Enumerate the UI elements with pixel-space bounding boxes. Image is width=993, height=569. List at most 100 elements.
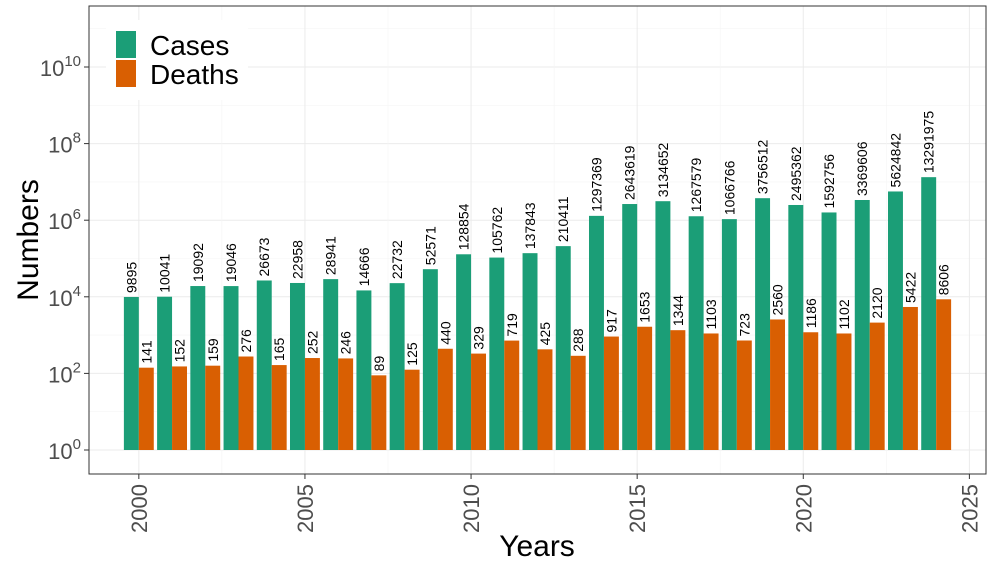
x-tick-label: 2005 (293, 484, 318, 533)
data-label-deaths-2019: 2560 (770, 284, 786, 315)
data-label-deaths-2000: 141 (138, 340, 154, 364)
bar-cases-2012 (522, 253, 538, 450)
x-axis: 2000 2005 2010 2015 2020 2025 (127, 474, 982, 533)
bar-deaths-2004 (271, 365, 287, 450)
data-label-deaths-2024: 8606 (936, 264, 952, 295)
bar-cases-2001 (157, 296, 173, 450)
bar-deaths-2019 (770, 319, 786, 450)
bar-cases-2020 (788, 204, 804, 450)
x-tick-label: 2025 (957, 484, 982, 533)
bar-cases-2007 (356, 290, 372, 450)
bar-cases-2003 (223, 286, 239, 450)
data-label-deaths-2009: 440 (437, 321, 453, 345)
data-label-deaths-2008: 125 (404, 342, 420, 366)
bar-cases-2002 (190, 286, 206, 450)
data-label-deaths-2017: 1103 (703, 299, 719, 329)
bar-deaths-2013 (570, 355, 586, 450)
data-label-cases-2003: 19046 (223, 243, 239, 282)
y-tick-label: 102 (48, 359, 81, 387)
bar-labels: 9895 10041 19092 19046 26673 22958 28941 14666 2… (123, 111, 951, 372)
x-tick-label: 2015 (625, 484, 650, 533)
bar-cases-2000 (123, 296, 139, 450)
data-label-cases-2020: 2495362 (788, 146, 804, 201)
data-label-cases-2000: 9895 (123, 262, 139, 293)
data-label-cases-2006: 28941 (323, 236, 339, 275)
data-label-cases-2001: 10041 (157, 254, 173, 293)
bar-cases-2008 (389, 283, 405, 450)
data-label-cases-2007: 14666 (356, 247, 372, 286)
bar-deaths-2001 (172, 366, 188, 450)
y-tick-label: 104 (48, 283, 81, 311)
data-label-cases-2012: 137843 (522, 202, 538, 249)
bar-cases-2014 (588, 215, 604, 450)
data-label-cases-2013: 210411 (555, 196, 571, 242)
data-label-deaths-2007: 89 (371, 356, 387, 372)
bar-cases-2022 (854, 199, 870, 450)
data-label-cases-2009: 52571 (422, 226, 438, 265)
data-label-deaths-2001: 152 (172, 339, 188, 363)
bar-cases-2024 (921, 177, 937, 451)
bar-deaths-2000 (138, 367, 154, 450)
bar-deaths-2007 (371, 375, 387, 450)
data-label-cases-2014: 1297369 (588, 157, 604, 212)
bar-deaths-2014 (603, 336, 619, 450)
bar-cases-2023 (887, 191, 903, 451)
data-label-deaths-2015: 1653 (637, 291, 653, 322)
bar-deaths-2002 (205, 365, 221, 450)
y-tick-label: 108 (48, 130, 81, 158)
x-axis-title: Years (499, 530, 575, 563)
bar-cases-2019 (755, 198, 771, 450)
bar-cases-2013 (555, 246, 571, 450)
plot-panel-border (88, 5, 987, 475)
bar-deaths-2008 (404, 369, 420, 450)
bar-deaths-2010 (471, 353, 487, 450)
bar-cases-2021 (821, 212, 837, 450)
data-label-cases-2015: 2643619 (622, 145, 638, 200)
data-label-cases-2022: 3369606 (854, 141, 870, 196)
bar-deaths-2003 (238, 356, 254, 450)
data-label-deaths-2011: 719 (504, 313, 520, 337)
data-label-deaths-2006: 246 (338, 331, 354, 355)
data-label-cases-2021: 1592756 (821, 154, 837, 209)
legend-label-deaths: Deaths (150, 59, 239, 90)
y-tick-label: 1010 (40, 53, 81, 81)
y-tick-label: 106 (48, 206, 81, 234)
bars (123, 177, 952, 451)
bar-deaths-2024 (936, 299, 952, 450)
bar-deaths-2009 (437, 348, 453, 450)
data-label-deaths-2003: 276 (238, 329, 254, 353)
y-tick-label: 100 (48, 436, 81, 464)
bar-deaths-2021 (836, 333, 852, 450)
data-label-deaths-2014: 917 (603, 309, 619, 333)
bar-deaths-2017 (703, 333, 719, 450)
bar-cases-2018 (721, 219, 737, 450)
data-label-cases-2024: 13291975 (921, 111, 937, 174)
bar-cases-2004 (256, 280, 272, 450)
data-label-deaths-2016: 1344 (670, 295, 686, 326)
bar-cases-2005 (289, 282, 305, 450)
bar-cases-2017 (688, 216, 704, 450)
bar-deaths-2023 (902, 306, 918, 450)
data-label-deaths-2022: 2120 (869, 287, 885, 318)
bar-deaths-2020 (803, 332, 819, 450)
data-label-deaths-2004: 165 (271, 337, 287, 361)
bar-deaths-2016 (670, 330, 686, 450)
bar-cases-2009 (422, 269, 438, 450)
data-label-cases-2017: 1267579 (688, 158, 704, 213)
data-label-deaths-2020: 1186 (803, 298, 819, 328)
bar-deaths-2005 (304, 358, 320, 450)
legend-key-cases (116, 31, 136, 58)
bar-cases-2015 (622, 204, 638, 450)
data-label-deaths-2018: 723 (736, 313, 752, 337)
data-label-cases-2023: 5624842 (887, 133, 903, 188)
data-label-deaths-2002: 159 (205, 338, 221, 362)
bar-cases-2010 (456, 254, 472, 450)
data-label-cases-2002: 19092 (190, 243, 206, 282)
data-label-cases-2010: 128854 (456, 203, 472, 250)
y-axis: 100 102 104 106 108 1010 (40, 53, 89, 464)
legend-key-deaths (116, 60, 136, 87)
bar-deaths-2012 (537, 349, 553, 450)
x-tick-label: 2020 (791, 484, 816, 533)
